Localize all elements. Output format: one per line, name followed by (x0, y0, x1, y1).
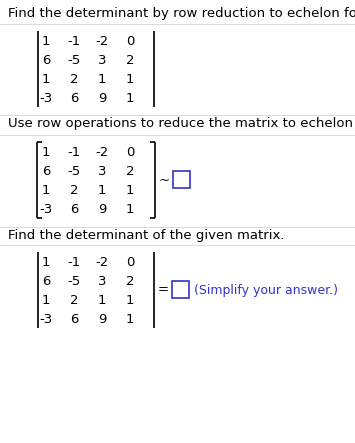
Bar (172, 281, 189, 298)
Text: 1: 1 (42, 256, 50, 269)
Text: 1: 1 (42, 73, 50, 86)
Text: 1: 1 (126, 203, 134, 216)
Text: (Simplify your answer.): (Simplify your answer.) (194, 284, 338, 296)
Text: 2: 2 (70, 73, 78, 86)
Text: 1: 1 (42, 184, 50, 197)
Text: 6: 6 (70, 92, 78, 105)
Text: -5: -5 (67, 275, 81, 288)
Text: Find the determinant of the given matrix.: Find the determinant of the given matrix… (8, 229, 284, 242)
Text: 1: 1 (42, 35, 50, 48)
Text: 0: 0 (126, 256, 134, 269)
Text: -1: -1 (67, 256, 81, 269)
Text: 1: 1 (98, 184, 106, 197)
Text: -2: -2 (95, 256, 109, 269)
Text: 2: 2 (126, 54, 134, 67)
Bar (173, 171, 190, 188)
Text: =: = (158, 284, 169, 296)
Text: -1: -1 (67, 146, 81, 159)
Text: 6: 6 (70, 203, 78, 216)
Text: 2: 2 (70, 184, 78, 197)
Text: 2: 2 (126, 275, 134, 288)
Text: 1: 1 (126, 313, 134, 326)
Text: -3: -3 (39, 313, 53, 326)
Text: -1: -1 (67, 35, 81, 48)
Text: -2: -2 (95, 146, 109, 159)
Text: ~: ~ (158, 174, 170, 187)
Text: 1: 1 (42, 146, 50, 159)
Text: Use row operations to reduce the matrix to echelon form.: Use row operations to reduce the matrix … (8, 117, 355, 130)
Text: 2: 2 (126, 165, 134, 178)
Text: 6: 6 (42, 275, 50, 288)
Text: 9: 9 (98, 203, 106, 216)
Text: 0: 0 (126, 146, 134, 159)
Text: 0: 0 (126, 35, 134, 48)
Text: 2: 2 (70, 294, 78, 307)
Text: 1: 1 (42, 294, 50, 307)
Text: 1: 1 (126, 73, 134, 86)
Text: -5: -5 (67, 54, 81, 67)
Text: 1: 1 (126, 294, 134, 307)
Text: 1: 1 (126, 184, 134, 197)
Text: 1: 1 (98, 294, 106, 307)
Text: -5: -5 (67, 165, 81, 178)
Text: 3: 3 (98, 54, 106, 67)
Text: 3: 3 (98, 275, 106, 288)
Text: 9: 9 (98, 92, 106, 105)
Text: -3: -3 (39, 203, 53, 216)
Text: 6: 6 (70, 313, 78, 326)
Text: 1: 1 (98, 73, 106, 86)
Text: 6: 6 (42, 165, 50, 178)
Text: 1: 1 (126, 92, 134, 105)
Text: 6: 6 (42, 54, 50, 67)
Text: -2: -2 (95, 35, 109, 48)
Text: 9: 9 (98, 313, 106, 326)
Text: Find the determinant by row reduction to echelon form.: Find the determinant by row reduction to… (8, 7, 355, 20)
Text: 3: 3 (98, 165, 106, 178)
Text: -3: -3 (39, 92, 53, 105)
